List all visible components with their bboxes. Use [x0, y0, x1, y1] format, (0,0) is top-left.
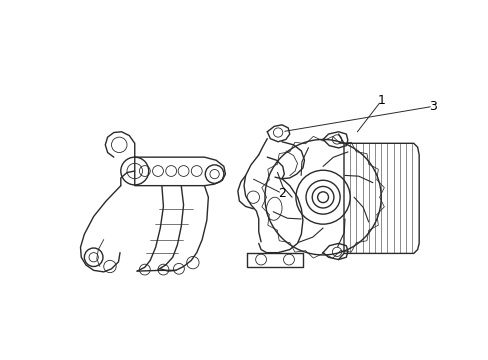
Text: 3: 3: [428, 100, 436, 113]
Text: 2: 2: [278, 187, 285, 200]
Text: 1: 1: [376, 94, 385, 107]
